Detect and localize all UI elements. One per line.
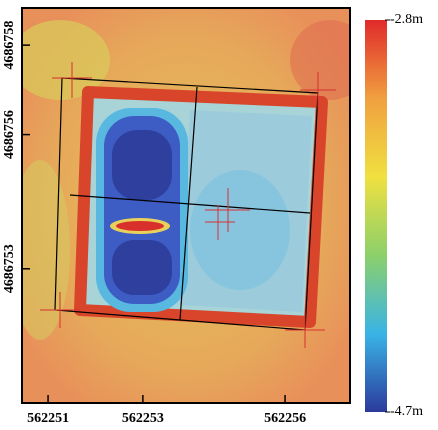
- y-tick-label: 4686756: [2, 110, 17, 159]
- y-tick-label: 4686758: [2, 21, 17, 70]
- colorbar-label: -4.7m: [390, 404, 423, 419]
- raster: [22, 8, 350, 403]
- plot-frame: [21, 7, 351, 404]
- colorbar: [365, 20, 387, 412]
- x-tick-label: 562253: [122, 411, 164, 426]
- x-tick-label: 562251: [27, 411, 69, 426]
- x-tick-label: 562256: [264, 411, 306, 426]
- colorbar-label: -2.8m: [390, 12, 423, 27]
- y-tick-label: 4686753: [2, 244, 17, 293]
